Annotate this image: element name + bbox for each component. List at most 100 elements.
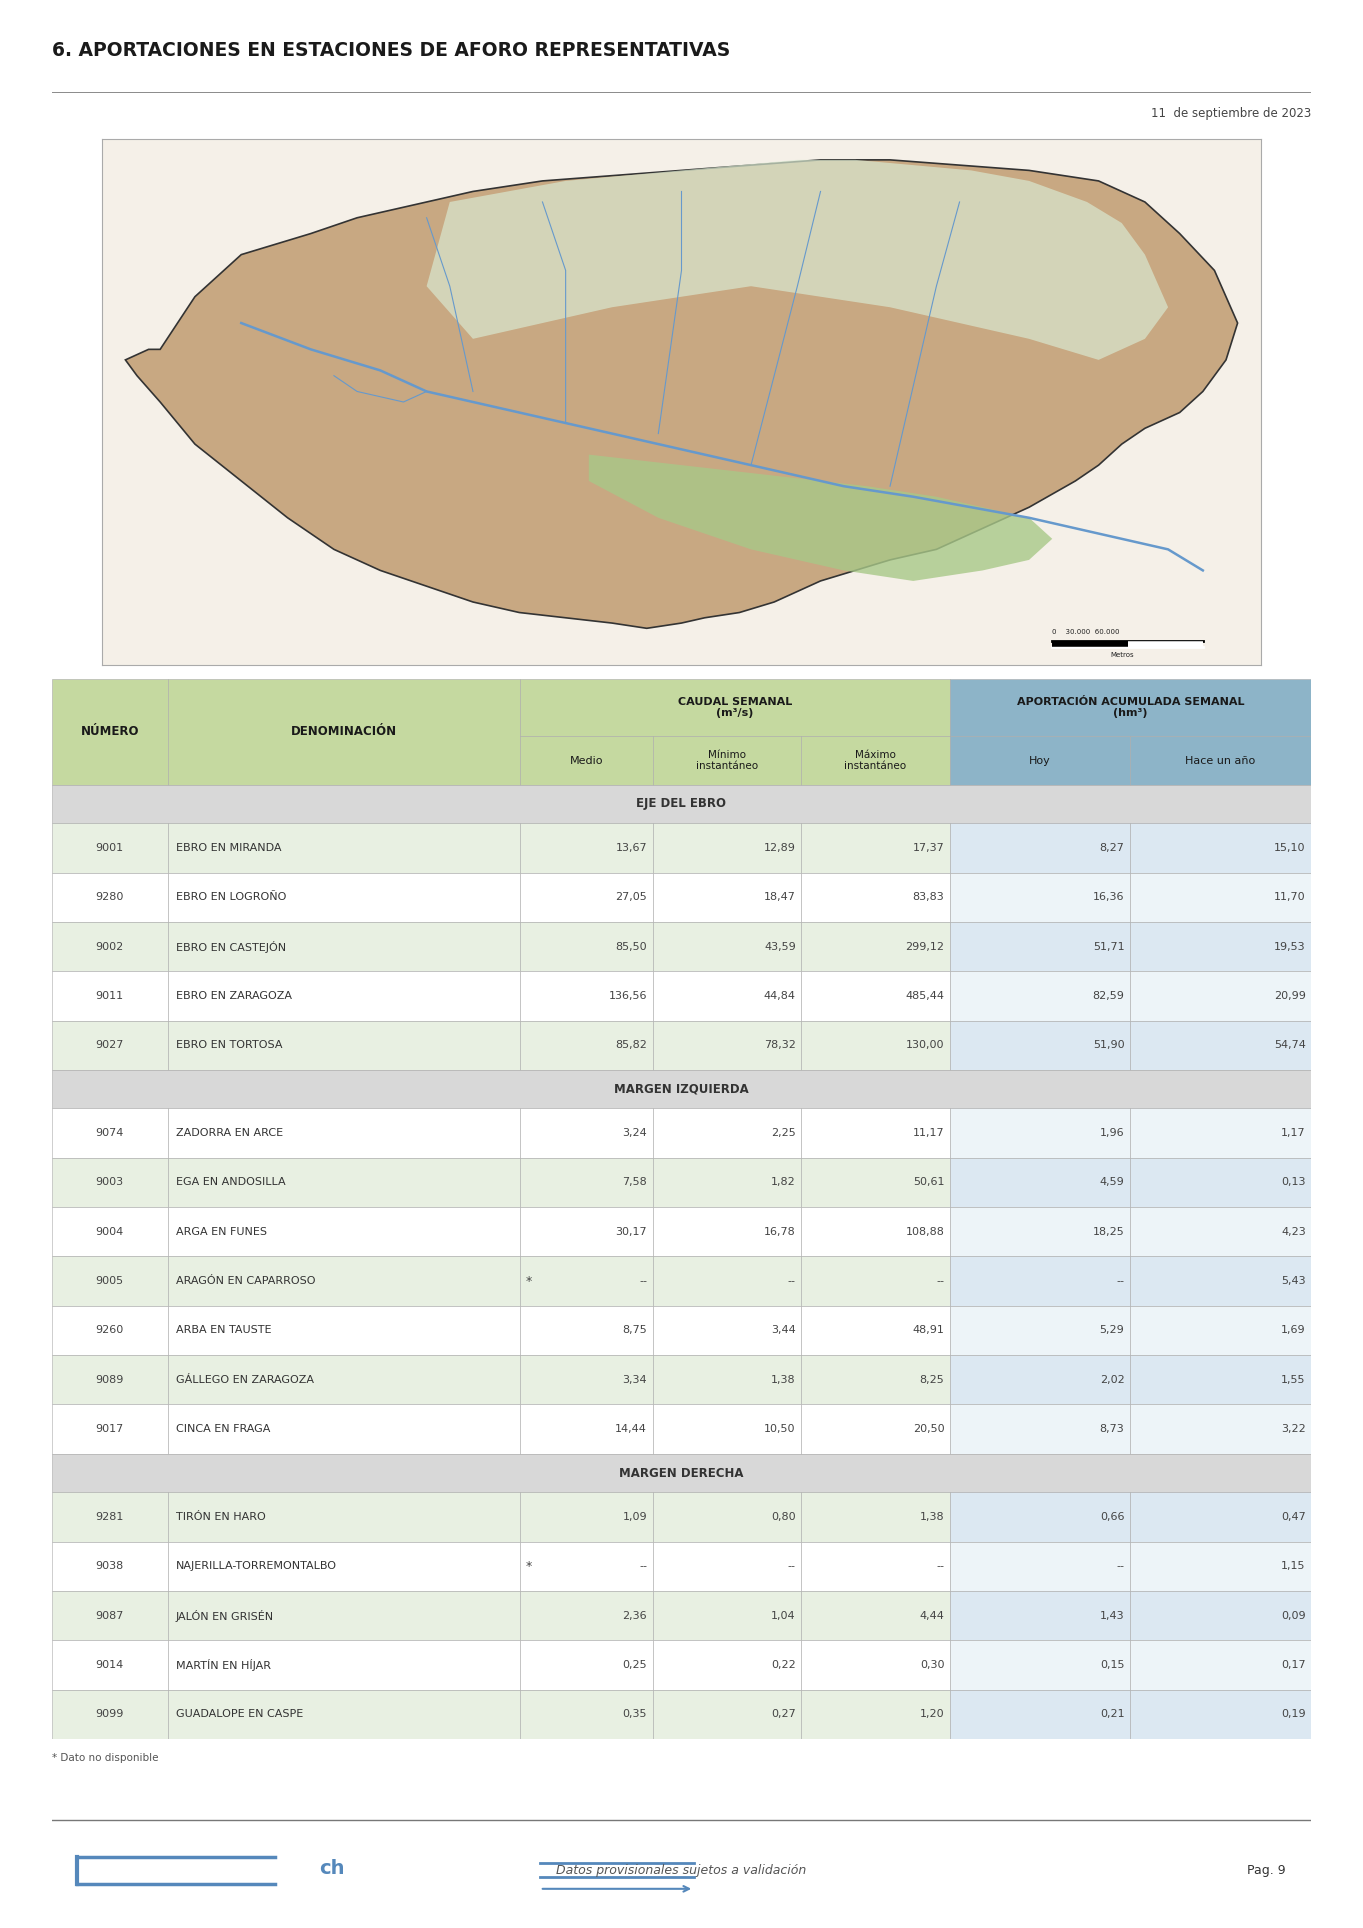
Text: GUADALOPE EN CASPE: GUADALOPE EN CASPE (176, 1710, 303, 1720)
Bar (801, 1207, 950, 1257)
Text: 44,84: 44,84 (763, 991, 796, 1001)
Bar (653, 1305, 801, 1355)
Bar (950, 736, 1130, 785)
Bar (1130, 1257, 1311, 1305)
Text: 1,69: 1,69 (1281, 1325, 1306, 1336)
Bar (801, 1257, 950, 1305)
Text: EBRO EN CASTEJÓN: EBRO EN CASTEJÓN (176, 941, 286, 952)
Text: 0,21: 0,21 (1100, 1710, 1124, 1720)
Bar (1130, 1591, 1311, 1641)
Bar (801, 1404, 950, 1454)
Bar (653, 1207, 801, 1257)
Text: 1,38: 1,38 (920, 1512, 945, 1521)
Text: 1,15: 1,15 (1281, 1562, 1306, 1571)
Bar (168, 1689, 521, 1739)
Text: JALÓN EN GRISÉN: JALÓN EN GRISÉN (176, 1610, 274, 1621)
Bar (52, 1404, 168, 1454)
Bar (801, 1355, 950, 1404)
Bar (1130, 1542, 1311, 1591)
Bar (521, 1355, 653, 1404)
Bar (1130, 1404, 1311, 1454)
Text: 1,20: 1,20 (920, 1710, 945, 1720)
Text: 0    30.000  60.000: 0 30.000 60.000 (1052, 629, 1120, 634)
Text: *: * (526, 1274, 532, 1288)
Text: 13,67: 13,67 (616, 843, 647, 852)
Text: --: -- (936, 1562, 945, 1571)
Bar (653, 823, 801, 873)
Text: APORTACIÓN ACUMULADA SEMANAL
(hm³): APORTACIÓN ACUMULADA SEMANAL (hm³) (1017, 696, 1244, 719)
Bar (52, 1689, 168, 1739)
Bar (801, 1641, 950, 1689)
Bar (168, 1109, 521, 1159)
Text: 43,59: 43,59 (763, 941, 796, 952)
Text: 12,89: 12,89 (763, 843, 796, 852)
Bar (1130, 1109, 1311, 1159)
Bar (950, 679, 1311, 736)
Bar (521, 1641, 653, 1689)
Bar (653, 1689, 801, 1739)
Bar (1130, 1641, 1311, 1689)
Text: Mínimo
instantáneo: Mínimo instantáneo (695, 750, 758, 771)
Bar (950, 1257, 1130, 1305)
Bar (801, 1159, 950, 1207)
Text: 30,17: 30,17 (616, 1226, 647, 1238)
Text: Hace un año: Hace un año (1186, 756, 1255, 765)
Text: 1,17: 1,17 (1281, 1128, 1306, 1138)
Text: 9099: 9099 (95, 1710, 124, 1720)
Text: MARGEN DERECHA: MARGEN DERECHA (619, 1467, 744, 1479)
Text: DENOMINACIÓN: DENOMINACIÓN (290, 725, 397, 738)
Bar (1130, 1355, 1311, 1404)
Text: 16,78: 16,78 (763, 1226, 796, 1238)
Bar (52, 922, 168, 972)
Text: 0,22: 0,22 (771, 1660, 796, 1670)
Text: 18,47: 18,47 (763, 893, 796, 902)
Bar (653, 873, 801, 922)
Text: 48,91: 48,91 (912, 1325, 945, 1336)
Text: 0,15: 0,15 (1100, 1660, 1124, 1670)
Polygon shape (589, 455, 1052, 580)
Bar (950, 1159, 1130, 1207)
Text: EBRO EN LOGROÑO: EBRO EN LOGROÑO (176, 893, 286, 902)
Text: 15,10: 15,10 (1274, 843, 1306, 852)
Text: EBRO EN MIRANDA: EBRO EN MIRANDA (176, 843, 281, 852)
Text: 1,38: 1,38 (771, 1375, 796, 1384)
Text: NÚMERO: NÚMERO (80, 725, 139, 738)
Text: --: -- (1116, 1276, 1124, 1286)
Bar (521, 736, 653, 785)
Bar (950, 1020, 1130, 1070)
Bar (168, 1207, 521, 1257)
Bar (168, 873, 521, 922)
Text: 0,13: 0,13 (1281, 1178, 1306, 1188)
Bar (801, 873, 950, 922)
Text: 9004: 9004 (95, 1226, 124, 1238)
Text: 4,23: 4,23 (1281, 1226, 1306, 1238)
Bar (1130, 1159, 1311, 1207)
Bar (653, 1542, 801, 1591)
Text: 9003: 9003 (95, 1178, 124, 1188)
Text: --: -- (788, 1562, 796, 1571)
Text: 1,96: 1,96 (1100, 1128, 1124, 1138)
Text: EBRO EN TORTOSA: EBRO EN TORTOSA (176, 1041, 282, 1051)
Text: 2,25: 2,25 (771, 1128, 796, 1138)
Text: 9014: 9014 (95, 1660, 124, 1670)
Text: --: -- (936, 1276, 945, 1286)
Text: 0,47: 0,47 (1281, 1512, 1306, 1521)
Text: 3,34: 3,34 (623, 1375, 647, 1384)
Bar (52, 1542, 168, 1591)
Bar (1130, 972, 1311, 1020)
Polygon shape (125, 160, 1238, 629)
Text: 9011: 9011 (95, 991, 124, 1001)
Bar (168, 1159, 521, 1207)
Text: 27,05: 27,05 (615, 893, 647, 902)
Text: EBRO EN ZARAGOZA: EBRO EN ZARAGOZA (176, 991, 292, 1001)
Bar (801, 1020, 950, 1070)
Bar (653, 1641, 801, 1689)
Bar (801, 972, 950, 1020)
Text: 10,50: 10,50 (765, 1425, 796, 1434)
Text: 0,09: 0,09 (1281, 1610, 1306, 1621)
Bar (168, 1591, 521, 1641)
Bar (52, 873, 168, 922)
Bar (521, 1689, 653, 1739)
Bar (168, 1404, 521, 1454)
Text: 8,27: 8,27 (1100, 843, 1124, 852)
